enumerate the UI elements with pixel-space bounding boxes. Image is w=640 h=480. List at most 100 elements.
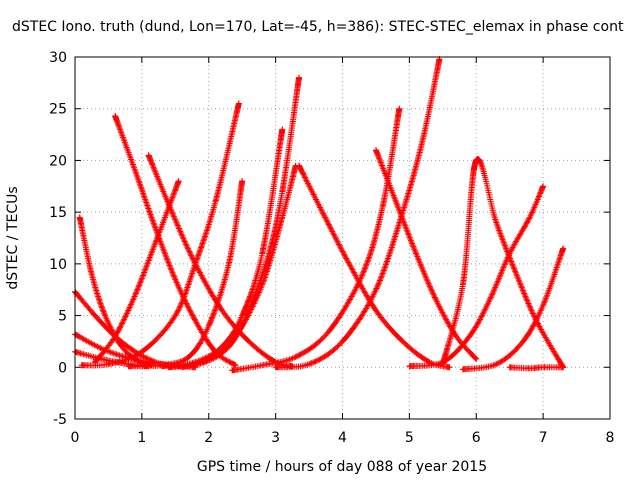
data-point — [164, 258, 171, 265]
data-point — [139, 188, 146, 195]
data-point — [343, 255, 350, 262]
data-point — [386, 250, 393, 257]
data-point — [307, 360, 314, 367]
data-point — [189, 312, 196, 319]
data-point — [446, 364, 453, 371]
data-point — [333, 237, 340, 244]
data-point — [133, 287, 140, 294]
x-tick-label: 8 — [606, 430, 615, 446]
data-point — [120, 317, 127, 324]
data-point — [317, 355, 324, 362]
data-point — [137, 184, 144, 191]
data-point — [186, 249, 193, 256]
data-point — [162, 252, 169, 259]
data-point — [114, 329, 121, 336]
data-point — [427, 284, 434, 291]
data-point — [116, 125, 123, 132]
data-point — [488, 293, 495, 300]
data-point — [511, 265, 518, 272]
data-point — [132, 291, 139, 298]
data-point — [381, 264, 388, 271]
data-point — [186, 248, 193, 255]
data-point — [407, 237, 414, 244]
data-point — [207, 318, 214, 325]
data-point — [395, 206, 402, 213]
data-point — [540, 300, 547, 307]
y-tick-label: 10 — [49, 257, 67, 273]
data-point — [143, 200, 150, 207]
data-point — [174, 308, 181, 315]
data-point — [210, 311, 217, 318]
data-point — [175, 306, 182, 313]
data-series — [459, 245, 567, 373]
data-point — [375, 280, 382, 287]
data-point — [363, 304, 370, 311]
data-point — [491, 287, 498, 294]
data-series — [229, 105, 403, 374]
data-point — [166, 262, 173, 269]
data-point — [373, 285, 380, 292]
data-point — [152, 240, 159, 247]
data-point — [166, 261, 173, 268]
data-point — [378, 274, 385, 281]
data-series — [125, 178, 246, 370]
data-point — [486, 297, 493, 304]
data-point — [315, 357, 322, 364]
data-point — [165, 259, 172, 266]
data-point — [308, 360, 315, 367]
data-point — [185, 304, 192, 311]
data-point — [138, 276, 145, 283]
data-series — [179, 162, 299, 371]
data-point — [527, 304, 534, 311]
data-point — [471, 354, 478, 361]
data-point — [177, 303, 184, 310]
data-point — [136, 181, 143, 188]
data-point — [397, 209, 404, 216]
data-point — [503, 247, 510, 254]
data-point — [520, 287, 527, 294]
data-point — [401, 221, 408, 228]
data-point — [123, 310, 130, 317]
data-point — [148, 212, 155, 219]
data-point — [359, 271, 366, 278]
data-point — [363, 262, 370, 269]
data-point — [82, 337, 89, 344]
data-point — [420, 268, 427, 275]
data-point — [118, 321, 125, 328]
data-point — [489, 290, 496, 297]
data-point — [503, 245, 510, 252]
data-point — [353, 284, 360, 291]
data-point — [394, 203, 401, 210]
data-point — [422, 273, 429, 280]
data-point — [182, 290, 189, 297]
data-point — [170, 212, 177, 219]
data-point — [325, 221, 332, 228]
data-point — [136, 179, 143, 186]
data-point — [518, 284, 525, 291]
data-point — [344, 256, 351, 263]
data-point — [540, 183, 547, 190]
data-point — [540, 302, 547, 309]
data-point — [141, 268, 148, 275]
data-point — [122, 313, 129, 320]
data-point — [522, 222, 529, 229]
data-point — [116, 123, 123, 130]
data-point — [171, 190, 178, 197]
data-point — [186, 306, 193, 313]
y-tick-label: 0 — [58, 360, 67, 376]
data-point — [328, 227, 335, 234]
data-point — [480, 309, 487, 316]
data-point — [185, 281, 192, 288]
data-point — [179, 297, 186, 304]
data-point — [529, 309, 536, 316]
data-series — [78, 100, 242, 369]
data-point — [487, 294, 494, 301]
data-point — [529, 310, 536, 317]
data-point — [508, 259, 515, 266]
data-point — [139, 273, 146, 280]
data-point — [321, 213, 328, 220]
data-point — [212, 306, 219, 313]
data-point — [173, 219, 180, 226]
data-point — [140, 190, 147, 197]
data-point — [426, 283, 433, 290]
